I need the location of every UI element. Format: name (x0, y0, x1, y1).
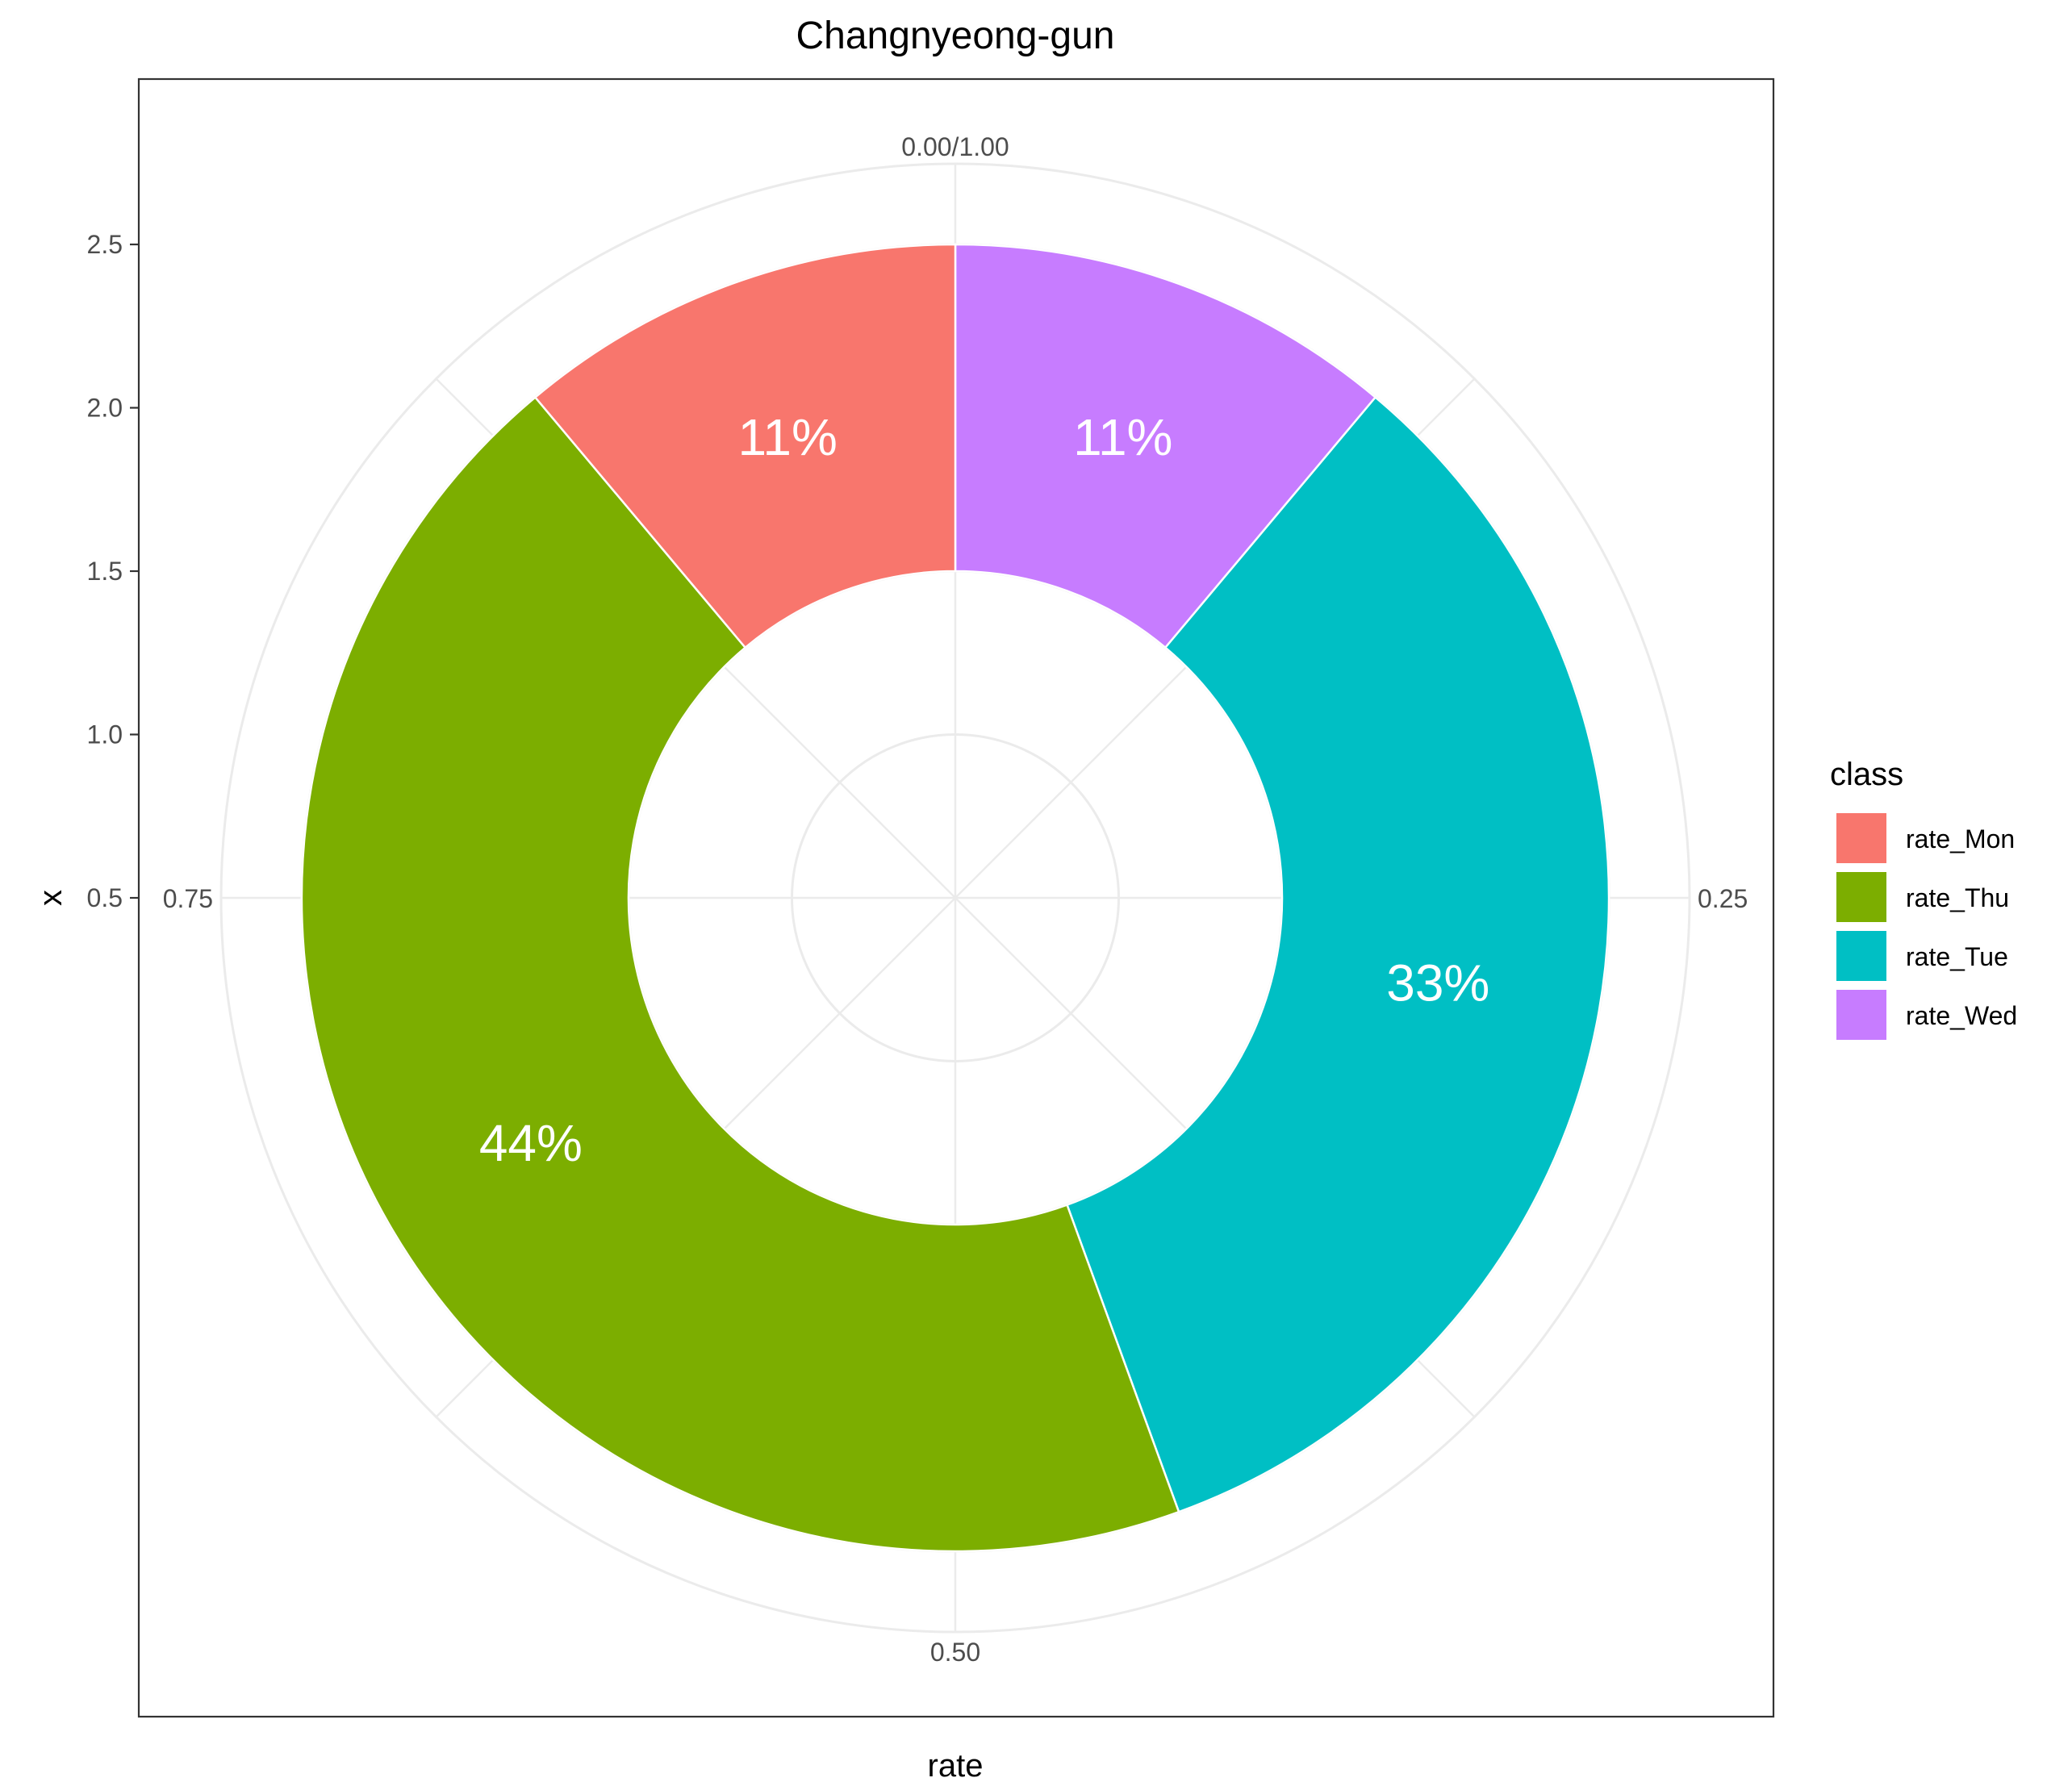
plot-panel: 11% 33% 44% 11% 0.00/1.00 0.25 0.50 0.75 (137, 77, 1775, 1718)
slice-label: 11% (1073, 408, 1172, 466)
slice-labels: 11% 33% 44% 11% (479, 408, 1489, 1172)
y-tick-label: 1.0 (87, 720, 123, 749)
legend: class rate_Mon rate_Thu rate_Tue rate_Wed (1830, 757, 2017, 1040)
legend-swatch (1836, 813, 1886, 863)
angle-tick-label: 0.00/1.00 (901, 132, 1009, 161)
y-tick-label: 1.5 (87, 557, 123, 586)
donut-slices (300, 243, 1610, 1553)
slice-label: 44% (479, 1114, 583, 1172)
legend-label: rate_Mon (1906, 824, 2015, 853)
angle-tick-labels: 0.00/1.00 0.25 0.50 0.75 (163, 132, 1748, 1667)
legend-label: rate_Wed (1906, 1001, 2017, 1030)
y-axis-title: x (33, 890, 69, 906)
legend-swatch (1836, 872, 1886, 922)
slice-rate-mon (533, 243, 957, 649)
chart-title: Changnyeong-gun (796, 15, 1115, 57)
angle-tick-label: 0.75 (163, 884, 213, 913)
slice-label: 11% (738, 408, 838, 466)
slice-label: 33% (1386, 954, 1489, 1012)
legend-title: class (1830, 757, 1903, 792)
legend-label: rate_Tue (1906, 942, 2008, 971)
angle-tick-label: 0.25 (1698, 884, 1748, 913)
y-tick-label: 2.5 (87, 230, 123, 259)
y-tick-label: 2.0 (87, 394, 123, 423)
angle-tick-label: 0.50 (930, 1638, 980, 1667)
y-tick-label: 0.5 (87, 883, 123, 912)
y-axis: 0.5 1.0 1.5 2.0 2.5 (87, 230, 139, 912)
legend-swatch (1836, 990, 1886, 1040)
slice-rate-wed (954, 243, 1377, 649)
legend-swatch (1836, 931, 1886, 981)
slice-rate-tue (1065, 395, 1610, 1513)
legend-label: rate_Thu (1906, 883, 2009, 912)
x-axis-title: rate (928, 1748, 984, 1782)
slice-rate-thu (300, 395, 1180, 1553)
